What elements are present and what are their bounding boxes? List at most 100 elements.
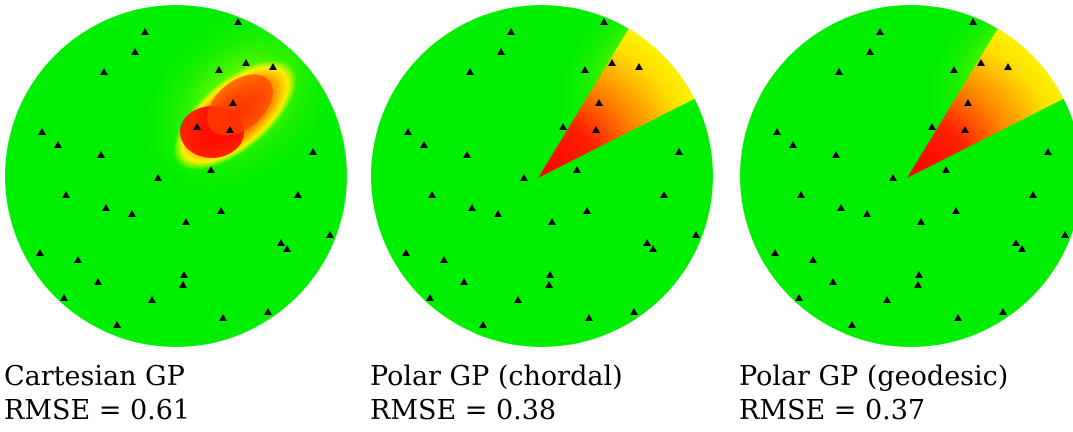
heatmap-disk-polar-chordal (371, 5, 713, 347)
observation-markers (402, 18, 700, 328)
observation-marker (928, 123, 936, 130)
observation-marker (440, 256, 448, 263)
observation-marker (497, 48, 505, 55)
observation-marker (193, 123, 201, 130)
observation-marker (583, 207, 591, 214)
observation-marker (809, 256, 817, 263)
observation-marker (283, 245, 291, 252)
observation-marker (426, 294, 434, 301)
observation-marker (402, 249, 410, 256)
observation-marker (964, 99, 972, 106)
observation-markers (771, 18, 1069, 328)
observation-marker (182, 218, 190, 225)
observation-marker (559, 123, 567, 130)
observation-marker (969, 18, 977, 25)
observation-marker (514, 296, 522, 303)
caption: Polar GP (geodesic) RMSE = 0.37 (739, 360, 1008, 428)
observation-marker (36, 249, 44, 256)
panel-polar-chordal: Polar GP (chordal) RMSE = 0.38 (366, 0, 716, 432)
observation-marker (113, 321, 121, 328)
observation-marker (545, 281, 553, 288)
observation-marker (581, 66, 589, 73)
observation-marker (1004, 63, 1012, 70)
observation-marker (38, 128, 46, 135)
observation-marker (468, 204, 476, 211)
panel-cartesian: Cartesian GP RMSE = 0.61 (0, 0, 350, 432)
observation-marker (479, 321, 487, 328)
observation-marker (773, 128, 781, 135)
observation-marker (100, 68, 108, 75)
observation-marker (635, 63, 643, 70)
observation-marker (660, 191, 668, 198)
rmse-label: RMSE = 0.37 (739, 395, 926, 426)
observation-marker (215, 66, 223, 73)
observation-marker (507, 28, 515, 35)
observation-marker (608, 59, 616, 66)
observation-marker (649, 245, 657, 252)
rmse-label: RMSE = 0.38 (370, 395, 557, 426)
observation-marker (999, 308, 1007, 315)
observation-marker (915, 271, 923, 278)
observation-marker (789, 141, 797, 148)
observation-marker (835, 68, 843, 75)
observation-marker (675, 148, 683, 155)
observation-marker (128, 210, 136, 217)
observation-marker (60, 294, 68, 301)
observation-marker (595, 99, 603, 106)
caption: Cartesian GP RMSE = 0.61 (4, 360, 190, 428)
observation-marker (643, 239, 651, 246)
method-label: Polar GP (geodesic) (739, 361, 1009, 392)
caption: Polar GP (chordal) RMSE = 0.38 (370, 360, 623, 428)
observation-marker (952, 207, 960, 214)
observation-marker (863, 210, 871, 217)
observation-marker (217, 207, 225, 214)
observation-marker (309, 148, 317, 155)
observation-marker (592, 126, 600, 133)
observation-marker (420, 141, 428, 148)
observation-marker (829, 278, 837, 285)
observation-marker (74, 256, 82, 263)
observation-marker (141, 28, 149, 35)
observation-marker (62, 191, 70, 198)
observation-marker (466, 68, 474, 75)
observation-marker (460, 278, 468, 285)
observation-marker (977, 59, 985, 66)
observation-marker (264, 308, 272, 315)
field-core-2 (207, 74, 273, 136)
observation-marker (1012, 239, 1020, 246)
observation-marker (229, 99, 237, 106)
observation-marker (950, 66, 958, 73)
observation-marker (876, 28, 884, 35)
observation-marker (428, 191, 436, 198)
observation-marker (94, 278, 102, 285)
observation-marker (866, 48, 874, 55)
observation-marker (961, 126, 969, 133)
observation-marker (219, 314, 227, 321)
observation-marker (1018, 245, 1026, 252)
heatmap-disk-cartesian (5, 5, 347, 347)
observation-marker (954, 314, 962, 321)
observation-marker (889, 174, 897, 181)
observation-marker (179, 281, 187, 288)
observation-marker (548, 218, 556, 225)
field-wedge (538, 20, 702, 178)
observation-marker (573, 166, 581, 173)
observation-marker (832, 151, 840, 158)
observation-marker (797, 191, 805, 198)
observation-marker (234, 18, 242, 25)
observation-marker (494, 210, 502, 217)
observation-marker (102, 204, 110, 211)
observation-marker (771, 249, 779, 256)
observation-marker (404, 128, 412, 135)
observation-marker (242, 59, 250, 66)
observation-marker (463, 151, 471, 158)
observation-marker (848, 321, 856, 328)
observation-marker (520, 174, 528, 181)
observation-marker (207, 166, 215, 173)
observation-marker (148, 296, 156, 303)
observation-marker (795, 294, 803, 301)
observation-marker (277, 239, 285, 246)
observation-marker (883, 296, 891, 303)
observation-markers (36, 18, 334, 328)
observation-marker (294, 191, 302, 198)
